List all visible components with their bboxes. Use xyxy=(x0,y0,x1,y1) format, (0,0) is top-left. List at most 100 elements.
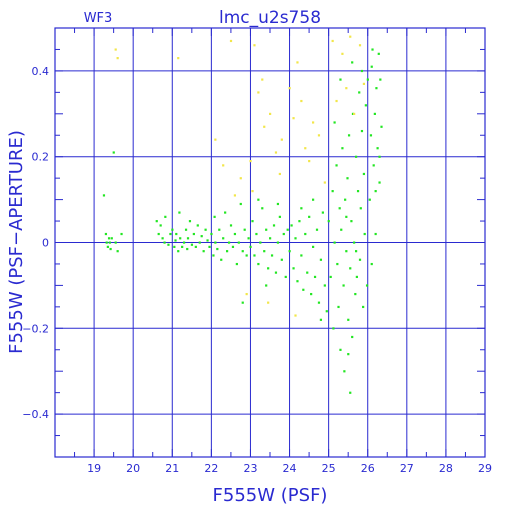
data-point-green xyxy=(214,241,217,244)
data-point-green xyxy=(304,232,307,236)
data-point-green xyxy=(374,232,377,236)
data-point-green xyxy=(378,155,381,158)
data-point-green xyxy=(237,241,240,244)
data-point-green xyxy=(290,224,293,227)
data-point-yellow xyxy=(317,134,321,137)
data-point-green xyxy=(354,292,357,296)
data-point-green xyxy=(302,288,305,291)
data-point-green xyxy=(267,267,270,270)
data-point-green xyxy=(183,241,186,244)
data-point-green xyxy=(208,245,211,248)
data-point-green xyxy=(319,318,323,321)
data-point-green xyxy=(276,202,280,206)
data-point-green xyxy=(257,262,260,266)
data-point-green xyxy=(216,247,219,251)
data-point-yellow xyxy=(308,159,311,163)
data-point-green xyxy=(109,247,112,251)
data-point-green xyxy=(332,327,335,330)
data-point-green xyxy=(245,254,248,257)
grid-lines xyxy=(55,28,485,457)
y-tick-label: −0.2 xyxy=(22,322,49,335)
data-point-yellow xyxy=(257,91,260,94)
data-point-green xyxy=(347,353,350,356)
data-point-green xyxy=(292,267,295,270)
data-point-green xyxy=(329,275,332,279)
data-point-green xyxy=(371,48,374,51)
data-point-green xyxy=(365,284,369,287)
data-point-yellow xyxy=(274,151,278,154)
data-point-yellow xyxy=(269,112,272,115)
data-point-green xyxy=(212,254,215,257)
data-point-green xyxy=(107,237,111,240)
data-point-green xyxy=(179,237,182,240)
data-point-green xyxy=(181,245,184,248)
data-point-yellow xyxy=(345,87,348,90)
data-point-green xyxy=(333,241,336,244)
data-point-yellow xyxy=(300,99,303,103)
data-point-green xyxy=(247,237,250,240)
data-point-green xyxy=(345,250,348,253)
data-point-green xyxy=(224,211,227,214)
data-point-green xyxy=(241,250,244,253)
data-point-green xyxy=(338,207,341,210)
data-point-green xyxy=(106,245,109,248)
data-point-green xyxy=(235,262,238,266)
data-point-green xyxy=(265,284,268,287)
x-tick-label: 25 xyxy=(322,462,336,475)
y-tick-label: 0 xyxy=(42,237,49,250)
data-point-green xyxy=(241,301,244,304)
data-point-green xyxy=(358,258,362,261)
data-point-yellow xyxy=(222,164,225,167)
data-point-green xyxy=(108,241,111,244)
data-point-green xyxy=(163,241,166,244)
data-point-green xyxy=(312,198,315,201)
panel-label: WF3 xyxy=(84,11,113,26)
data-point-green xyxy=(269,237,272,240)
data-point-green xyxy=(202,250,205,253)
data-point-green xyxy=(233,232,237,236)
data-point-green xyxy=(257,198,260,201)
data-point-green xyxy=(164,215,167,218)
data-point-green xyxy=(276,241,280,244)
data-point-green xyxy=(157,232,160,236)
data-point-green xyxy=(333,121,336,124)
data-point-green xyxy=(178,211,181,214)
y-tick-labels: −0.4 −0.2 0 0.2 0.4 xyxy=(22,65,49,421)
data-point-green xyxy=(300,254,303,257)
data-point-green xyxy=(355,275,358,279)
data-point-green xyxy=(218,228,221,231)
data-point-green xyxy=(253,254,256,257)
y-tick-label: 0.2 xyxy=(32,151,50,164)
data-point-green xyxy=(340,228,343,231)
data-point-green xyxy=(110,237,113,240)
data-point-green xyxy=(350,220,353,223)
data-point-green xyxy=(105,241,108,244)
data-points xyxy=(102,35,383,394)
data-point-green xyxy=(206,239,209,242)
data-point-yellow xyxy=(312,121,315,124)
data-point-green xyxy=(360,129,364,133)
x-tick-label: 22 xyxy=(204,462,218,475)
data-point-yellow xyxy=(335,99,338,103)
data-point-green xyxy=(286,228,289,231)
data-point-green xyxy=(321,211,324,214)
data-point-green xyxy=(343,370,346,373)
data-point-green xyxy=(331,190,334,193)
data-point-green xyxy=(344,198,347,201)
data-point-green xyxy=(231,245,235,248)
data-point-green xyxy=(282,232,285,236)
data-point-green xyxy=(351,335,354,339)
data-point-green xyxy=(376,147,379,150)
data-point-yellow xyxy=(114,48,117,51)
data-point-yellow xyxy=(251,190,254,193)
data-point-green xyxy=(188,220,192,223)
data-point-green xyxy=(308,215,311,218)
data-point-yellow xyxy=(304,147,307,150)
data-point-green xyxy=(374,190,377,193)
data-point-yellow xyxy=(288,87,291,90)
data-point-green xyxy=(239,202,242,206)
data-point-green xyxy=(171,228,174,231)
data-point-green xyxy=(370,262,373,266)
data-point-yellow xyxy=(116,57,119,60)
